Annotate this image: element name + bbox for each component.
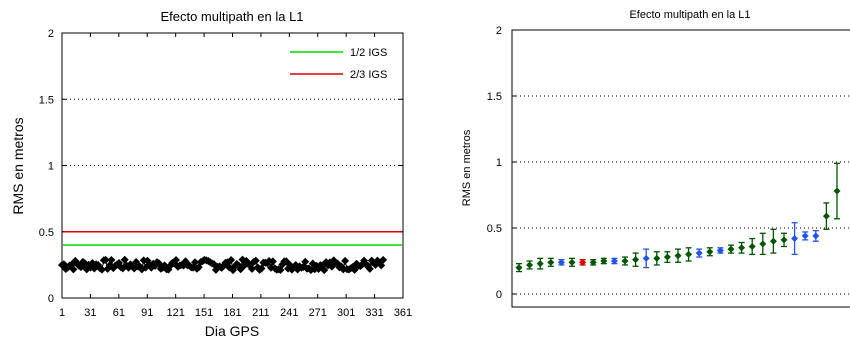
left-chart: Efecto multipath en la L1 0 0.5 1 1.5 2 1 31 6… xyxy=(10,9,412,339)
data-point xyxy=(97,265,106,274)
data-point xyxy=(101,255,110,264)
x-tick-label: 181 xyxy=(223,307,241,319)
data-point xyxy=(632,256,640,264)
x-tick-label: 1 xyxy=(59,307,65,319)
x-tick-label: 91 xyxy=(141,307,153,319)
data-point xyxy=(515,264,523,272)
data-point xyxy=(191,258,200,267)
data-point xyxy=(227,256,236,265)
legend-label-half-igs: 1/2 IGS xyxy=(350,47,387,59)
right-data-points xyxy=(515,162,841,273)
data-point xyxy=(320,266,329,275)
x-tick-label: 61 xyxy=(113,307,125,319)
y-tick-label: 2 xyxy=(48,28,54,40)
left-chart-title: Efecto multipath en la L1 xyxy=(160,9,303,24)
data-point xyxy=(536,260,544,268)
data-point xyxy=(748,242,756,250)
data-point xyxy=(107,256,116,265)
data-point xyxy=(547,258,555,266)
data-point xyxy=(642,254,650,262)
data-point xyxy=(727,245,735,253)
y-tick-label: 1.5 xyxy=(487,91,502,103)
data-point xyxy=(801,232,809,240)
y-tick-label: 2 xyxy=(496,25,502,37)
data-point xyxy=(365,264,374,273)
legend-label-two-thirds-igs: 2/3 IGS xyxy=(350,69,387,81)
right-y-ticks: 0 0.5 1 1.5 2 xyxy=(487,25,516,301)
data-point xyxy=(341,256,350,265)
data-point xyxy=(769,237,777,245)
y-tick-label: 1.5 xyxy=(39,94,54,106)
data-point xyxy=(695,249,703,257)
data-point xyxy=(716,246,724,254)
data-point xyxy=(526,261,534,269)
data-point xyxy=(822,212,830,220)
right-plot-area xyxy=(511,29,850,308)
data-point xyxy=(738,244,746,252)
data-point xyxy=(350,265,359,274)
y-tick-label: 0 xyxy=(496,289,502,301)
data-point xyxy=(557,258,565,266)
x-tick-label: 361 xyxy=(394,307,412,319)
data-point xyxy=(621,257,629,265)
x-tick-label: 301 xyxy=(337,307,355,319)
left-data-series xyxy=(58,255,388,275)
data-point xyxy=(653,254,661,262)
data-point xyxy=(589,258,597,266)
data-point xyxy=(600,257,608,265)
data-point xyxy=(379,255,388,264)
left-legend: 1/2 IGS 2/3 IGS xyxy=(290,47,387,81)
y-tick-label: 1 xyxy=(496,157,502,169)
x-tick-label: 151 xyxy=(195,307,213,319)
left-x-axis-label: Dia GPS xyxy=(205,323,259,339)
right-chart-title: Efecto multipath en la L1 xyxy=(629,9,750,21)
y-tick-label: 1 xyxy=(48,161,54,173)
data-point xyxy=(251,256,260,265)
data-point xyxy=(674,252,682,260)
x-tick-label: 271 xyxy=(309,307,327,319)
x-tick-label: 241 xyxy=(280,307,298,319)
left-y-ticks: 0 0.5 1 1.5 2 xyxy=(39,28,403,305)
y-tick-label: 0.5 xyxy=(39,227,54,239)
y-tick-label: 0.5 xyxy=(487,223,502,235)
data-point xyxy=(706,248,714,256)
right-chart: Efecto multipath en la L1 0 0.5 1 1.5 2 RMS … xyxy=(461,9,850,308)
data-point xyxy=(780,236,788,244)
left-y-axis-label: RMS en metros xyxy=(10,117,26,214)
data-point xyxy=(568,258,576,266)
data-point xyxy=(579,258,587,266)
x-tick-label: 31 xyxy=(84,307,96,319)
x-tick-label: 121 xyxy=(166,307,184,319)
data-point xyxy=(685,250,693,258)
data-point xyxy=(248,264,257,273)
y-tick-label: 0 xyxy=(48,293,54,305)
left-x-ticks: 1 31 61 91 121 151 181 211 241 271 301 331 361 xyxy=(59,33,412,319)
data-point xyxy=(759,240,767,248)
data-point xyxy=(663,253,671,261)
data-point xyxy=(610,257,618,265)
data-point xyxy=(301,257,310,266)
right-y-axis-label: RMS en metros xyxy=(461,129,473,206)
right-grid xyxy=(512,95,850,295)
data-point xyxy=(172,256,181,265)
data-point xyxy=(69,265,78,274)
data-point xyxy=(833,187,841,195)
x-tick-label: 211 xyxy=(252,307,270,319)
left-reference-lines xyxy=(63,231,402,246)
x-tick-label: 331 xyxy=(365,307,383,319)
data-point xyxy=(791,235,799,243)
data-point xyxy=(812,232,820,240)
data-point xyxy=(268,257,277,266)
